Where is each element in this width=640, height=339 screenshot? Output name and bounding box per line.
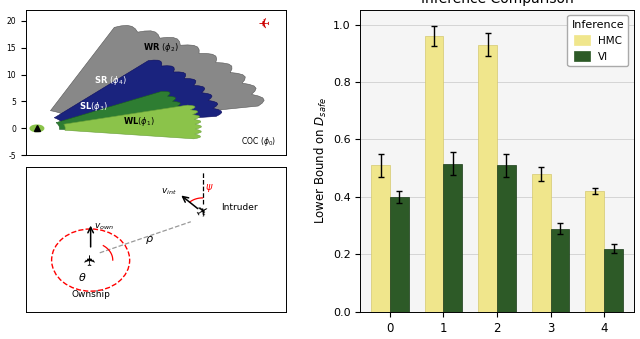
Title: Inference Comparison: Inference Comparison (420, 0, 573, 6)
Circle shape (30, 125, 44, 132)
Bar (390, 197, 408, 312)
Text: $\rho$: $\rho$ (145, 235, 154, 246)
Text: ✈: ✈ (257, 14, 269, 28)
Bar (550, 228, 570, 312)
Text: $\theta$: $\theta$ (77, 271, 86, 283)
Bar (444, 164, 462, 312)
Text: ✈: ✈ (193, 203, 212, 222)
Bar (586, 191, 604, 312)
Text: $\psi$: $\psi$ (205, 182, 213, 194)
Text: WL$(\phi_1)$: WL$(\phi_1)$ (123, 115, 155, 128)
Text: Intruder: Intruder (221, 203, 257, 212)
Bar (371, 165, 390, 312)
Text: ✈: ✈ (83, 254, 98, 266)
Bar (532, 174, 550, 312)
Text: COC $(\phi_0)$: COC $(\phi_0)$ (241, 136, 276, 148)
Text: $v_{int}$: $v_{int}$ (161, 187, 177, 197)
Y-axis label: Lower Bound on $D_{safe}$: Lower Bound on $D_{safe}$ (313, 98, 329, 224)
Text: Ownship: Ownship (71, 291, 110, 299)
Legend: HMC, VI: HMC, VI (568, 15, 628, 66)
Y-axis label: Crossrange (kft): Crossrange (kft) (0, 46, 1, 119)
Bar (497, 165, 516, 312)
Bar (478, 45, 497, 312)
Text: SR $(\phi_4)$: SR $(\phi_4)$ (94, 74, 127, 86)
Bar (425, 36, 444, 312)
Text: SL$(\phi_3)$: SL$(\phi_3)$ (79, 100, 108, 113)
Text: $v_{own}$: $v_{own}$ (94, 222, 114, 233)
Polygon shape (64, 105, 201, 139)
Polygon shape (51, 25, 264, 124)
Bar (604, 249, 623, 312)
Polygon shape (56, 91, 189, 135)
Polygon shape (54, 60, 222, 126)
Text: WR $(\phi_2)$: WR $(\phi_2)$ (143, 41, 179, 54)
